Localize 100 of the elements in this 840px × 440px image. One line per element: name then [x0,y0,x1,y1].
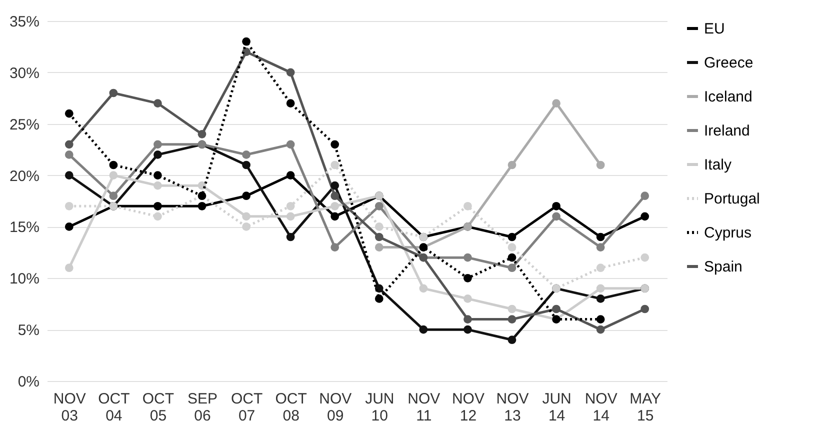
point [596,325,605,334]
x-tick-label: OCT 05 [142,390,174,424]
point [374,202,384,210]
legend-label: Ireland [704,122,750,140]
point [286,140,295,149]
point [154,150,162,159]
point [330,181,340,190]
point [374,243,384,252]
legend-label: Iceland [704,88,752,106]
legend-label: Portugal [704,190,760,208]
point [464,294,472,303]
point [330,140,340,149]
point [508,160,516,170]
point [596,243,605,252]
y-tick-label: 35% [9,14,40,30]
point [552,304,560,314]
point [198,202,206,210]
point [508,304,516,314]
y-tick-label: 20% [9,168,40,185]
point [640,192,650,200]
point [508,336,516,344]
point [508,253,516,262]
x-tick-label: NOV 11 [408,390,440,424]
point [64,140,74,149]
legend-label: Spain [704,258,742,276]
point [286,202,295,210]
point [64,202,74,210]
point [330,160,340,170]
y-tick-label: 0% [18,374,40,390]
point [242,150,250,159]
point [374,232,384,242]
point [552,99,560,108]
x-tick-label: JUN 14 [542,390,572,424]
legend-label: EU [704,20,725,38]
point [286,232,295,242]
point [508,243,516,252]
point [374,222,384,231]
point [109,88,118,98]
point [464,315,472,324]
x-tick-label: NOV 03 [53,390,86,424]
point [109,160,118,170]
y-tick-label: 25% [9,116,40,134]
point [242,192,250,200]
point [596,294,605,303]
x-tick-label: NOV 12 [452,390,484,424]
point [464,202,472,210]
point [596,284,605,293]
point [109,192,118,200]
point [154,140,162,149]
legend-label: Italy [704,156,732,174]
legend-label: Cyprus [704,224,752,242]
x-tick-label: SEP 06 [187,390,218,424]
point [64,264,74,272]
x-tick-label: JUN 10 [365,390,394,424]
point [64,109,74,118]
y-tick-label: 30% [9,64,40,82]
point [508,232,516,242]
point [154,202,162,210]
point [464,325,472,334]
point [242,160,250,170]
y-tick-label: 10% [9,270,40,288]
point [330,212,340,221]
legend-label: Greece [704,54,754,72]
point [154,99,162,108]
point [286,68,295,77]
point [596,315,605,324]
x-tick-label: OCT 08 [275,390,307,424]
point [640,304,650,314]
point [464,253,472,262]
point [242,212,250,221]
point [198,130,206,138]
x-tick-label: OCT 07 [230,390,263,424]
point [508,315,516,324]
x-tick-label: NOV 14 [584,390,618,424]
y-tick-label: 15% [9,219,40,236]
point [464,274,472,282]
point [64,222,74,231]
point [330,192,340,200]
x-tick-label: NOV 09 [319,390,352,424]
point [596,232,605,242]
point [640,253,650,262]
point [508,264,516,272]
x-tick-label: NOV 13 [496,390,529,424]
x-tick-label: OCT 04 [98,390,130,424]
point [109,171,118,180]
y-tick-label: 5% [18,322,40,340]
point [419,284,428,293]
point [286,212,295,221]
point [330,202,340,210]
point [154,181,162,190]
point [552,212,560,221]
point [640,212,650,221]
point [242,37,250,46]
point [596,160,605,170]
point [330,243,340,252]
point [552,202,560,210]
point [596,264,605,272]
point [419,325,428,334]
x-tick-label: MAY 15 [630,390,662,424]
point [64,150,74,159]
